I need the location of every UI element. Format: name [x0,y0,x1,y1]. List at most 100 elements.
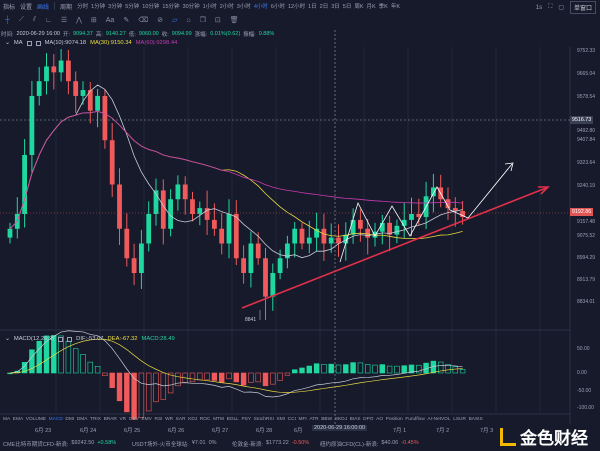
indicator-tab-boll[interactable]: BOLL [226,417,239,422]
interval-2[interactable]: 3分钟 [108,4,123,10]
interval-12[interactable]: 12小时 [287,4,306,10]
interval-3[interactable]: 5分钟 [125,4,140,10]
ma-settings-icon[interactable] [26,40,32,46]
indicator-tab-stochrsi[interactable]: StochRSI [253,417,274,422]
ticker-name[interactable]: USDT场外-火币全球站: [132,442,189,448]
indicator-tab-mtm[interactable]: MTM [213,417,224,422]
indicator-tab-dpo[interactable]: DPO [363,417,374,422]
indicators-button[interactable]: 指标 [3,4,16,11]
pattern-icon[interactable]: ⋀ [76,17,82,24]
interval-7[interactable]: 1小时 [202,4,217,10]
indicator-tab-cci[interactable]: CCI [287,417,296,422]
ticker-name[interactable]: 纽约原油CFD(CL)-新浪: [320,442,379,448]
trash-icon[interactable]: 🗑 [229,17,239,24]
indicator-tab-kdj[interactable]: KDJ [188,417,198,422]
collapse-icon[interactable]: ⌄ [5,336,10,342]
window-mode-select[interactable]: 单窗口 [569,1,596,14]
indicator-tab-emv[interactable]: EMV [141,417,152,422]
interval-8[interactable]: 2小时 [219,4,234,10]
indicator-tab-ma[interactable]: MA [3,417,11,422]
price-tick: 9323.64 [577,160,596,166]
indicator-tab-bbw[interactable]: BBW [321,417,333,422]
indicator-tab-bias[interactable]: BIAS [349,417,361,422]
indicator-tab-lsur[interactable]: LSUR [453,417,466,422]
trendline-icon[interactable]: ⟋ [18,16,24,23]
macd-settings-icon[interactable] [58,336,64,342]
period-dropdown[interactable]: 周期 [60,4,73,11]
indicator-tab-position[interactable]: Position [385,417,403,422]
indicator-tab-ao[interactable]: AO [376,417,384,422]
ticker-name[interactable]: 伦敦金-新浪: [232,442,263,448]
measure-icon[interactable]: ⊡ [214,17,221,24]
ticker-item[interactable]: USDT场外-火币全球站: ¥7.01 0% [132,440,217,448]
macd-close-icon[interactable] [67,336,73,342]
support-trendline[interactable] [241,187,547,309]
ticker-item[interactable]: CME比特币期货CFD-新浪: $9242.50 +0.58% [3,440,116,448]
candle [51,66,57,73]
indicator-tab-rsi[interactable]: RSI [154,417,163,422]
indicator-tab-wr[interactable]: WR [165,417,174,422]
indicator-tab-basis[interactable]: BASIS [468,417,483,422]
indicator-tab-macd[interactable]: MACD [48,417,63,422]
refresh-rate[interactable]: 1s [535,4,543,11]
copy-icon[interactable]: ❐ [199,17,206,24]
indicator-tab-ema[interactable]: EMA [12,417,24,422]
parallel-icon[interactable]: ⫽ [32,16,36,23]
interval-5[interactable]: 15分钟 [162,4,180,10]
indicator-tab-trix[interactable]: TRIX [90,417,101,422]
angle-icon[interactable]: ∟ [45,16,52,24]
interval-20[interactable]: 年K [390,4,401,10]
crosshair-icon[interactable]: ┼ [5,16,10,24]
lock-icon[interactable]: ⌂ [186,16,191,24]
interval-17[interactable]: 周K [354,4,364,10]
ma-close-icon[interactable] [35,40,41,46]
interval-13[interactable]: 1日 [308,4,317,10]
fullscreen-icon[interactable]: ⛶ [548,4,553,10]
indicator-tab-mfi[interactable]: MFI [298,417,307,422]
interval-4[interactable]: 10分钟 [142,4,160,10]
ticker-item[interactable]: 纽约原油CFD(CL)-新浪: $40.06 -0.45% [320,440,419,448]
interval-11[interactable]: 6小时 [270,4,285,10]
indicator-tab-vr[interactable]: VR [119,417,127,422]
ticker-name[interactable]: CME比特币期货CFD-新浪: [3,442,69,448]
indicator-tab-roc[interactable]: ROC [199,417,211,422]
eraser-icon[interactable]: ⌫ [138,17,149,24]
interval-6[interactable]: 30分钟 [182,4,200,10]
indicator-tab-brar[interactable]: BRAR [103,417,117,422]
indicator-tab-sar[interactable]: SAR [175,417,186,422]
interval-10[interactable]: 4小时 [253,4,268,10]
fib-icon[interactable]: ⊞ [90,17,97,24]
indicator-tab-smi[interactable]: SMI [276,417,286,422]
indicator-tab-skdj[interactable]: SKDJ [334,417,347,422]
low-value: 9060.00 [138,31,159,37]
indicator-tab-ai-netvol[interactable]: AI-NetVOL [427,417,451,422]
settings-button[interactable]: 设置 [20,4,33,11]
draw-button[interactable]: 画线 [37,4,50,11]
collapse-icon[interactable]: ⌄ [5,40,10,46]
brush-icon[interactable]: ✎ [123,17,130,24]
interval-18[interactable]: 月K [366,4,376,10]
interval-9[interactable]: 3小时 [236,4,251,10]
pattern-drawing[interactable] [339,163,513,263]
indicator-tab-obv[interactable]: OBV [128,417,139,422]
candle [336,237,341,244]
indicator-tab-dmi[interactable]: DMI [65,417,75,422]
indicator-tab-psy[interactable]: PSY [241,417,252,422]
indicator-tab-dma[interactable]: DMA [76,417,88,422]
interval-1[interactable]: 1分钟 [91,4,106,10]
indicator-tab-fundflow[interactable]: Fundflow [405,417,425,422]
ruler-icon[interactable]: ▱ [171,17,178,24]
indicator-tab-volume[interactable]: VOLUME [25,417,47,422]
interval-19[interactable]: 季K [378,4,388,10]
ticker-item[interactable]: 伦敦金-新浪: $1773.22 -0.50% [232,440,309,448]
interval-14[interactable]: 2日 [319,4,329,10]
interval-15[interactable]: 3日 [331,4,340,10]
screenshot-icon[interactable]: ▢ [558,5,564,11]
text-icon[interactable]: Aa [105,16,115,24]
interval-16[interactable]: 5日 [342,4,352,10]
magnet-icon[interactable]: ⊘ [157,17,163,24]
indicator-tab-atr[interactable]: ATR [309,417,319,422]
hline-icon[interactable]: ☰ [60,17,68,24]
interval-0[interactable]: 分时 [77,4,89,10]
